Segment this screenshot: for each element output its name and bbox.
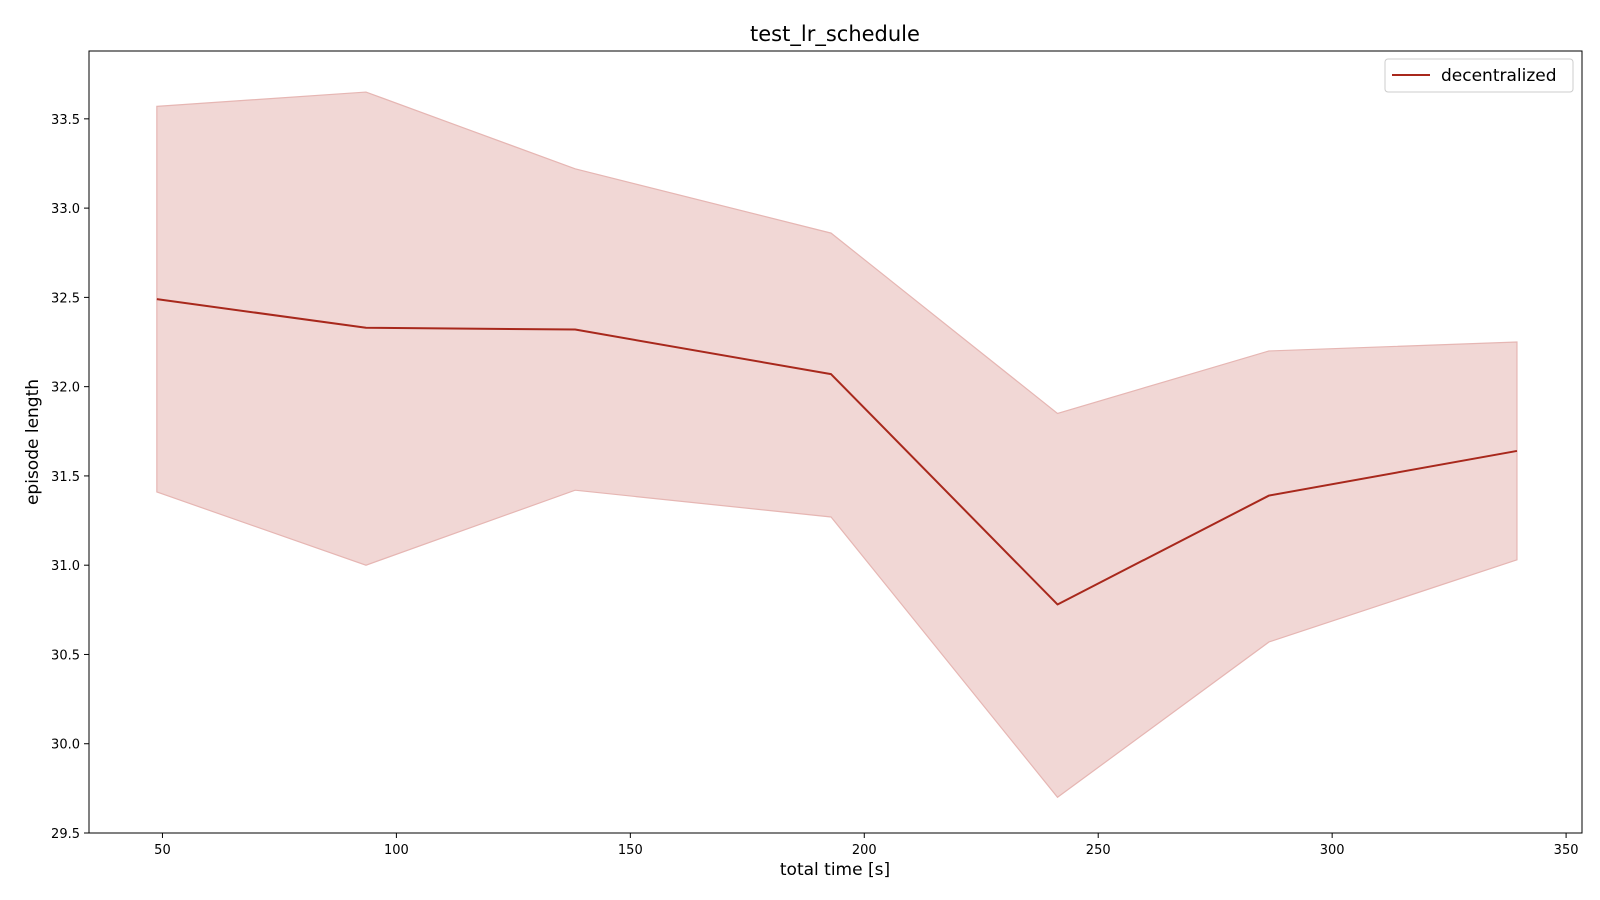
legend-box bbox=[1384, 58, 1574, 93]
plot-frame bbox=[88, 50, 1583, 834]
y-axis: 29.5 30.0 30.5 31.0 31.5 32.0 32.5 33.0 33.5 bbox=[51, 113, 89, 842]
x-tick-label: 50 bbox=[154, 843, 171, 858]
series-line-decentralized bbox=[156, 298, 1518, 606]
y-axis-title: episode length bbox=[23, 379, 43, 505]
x-axis: 50 100 150 200 250 300 350 bbox=[154, 833, 1579, 858]
y-tick-label: 29.5 bbox=[51, 827, 80, 842]
series-line-layer bbox=[156, 298, 1518, 606]
legend: decentralized bbox=[1384, 58, 1574, 93]
chart-title: test_lr_schedule bbox=[750, 22, 920, 47]
x-axis-title: total time [s] bbox=[780, 860, 890, 880]
x-tick-label: 250 bbox=[1086, 843, 1111, 858]
x-tick-label: 300 bbox=[1320, 843, 1345, 858]
confidence-band-layer bbox=[156, 91, 1518, 799]
x-tick-label: 150 bbox=[618, 843, 643, 858]
x-tick-label: 100 bbox=[384, 843, 409, 858]
y-tick-label: 30.5 bbox=[51, 648, 80, 663]
x-tick-label: 350 bbox=[1554, 843, 1579, 858]
y-tick-label: 33.5 bbox=[51, 113, 80, 128]
y-tick-label: 31.0 bbox=[51, 559, 80, 574]
confidence-band-decentralized bbox=[156, 91, 1518, 799]
y-tick-label: 31.5 bbox=[51, 470, 80, 485]
y-tick-label: 32.0 bbox=[51, 381, 80, 396]
x-tick-label: 200 bbox=[852, 843, 877, 858]
y-tick-label: 30.0 bbox=[51, 738, 80, 753]
y-tick-label: 32.5 bbox=[51, 291, 80, 306]
legend-label-decentralized: decentralized bbox=[1441, 66, 1557, 86]
y-tick-label: 33.0 bbox=[51, 202, 80, 217]
